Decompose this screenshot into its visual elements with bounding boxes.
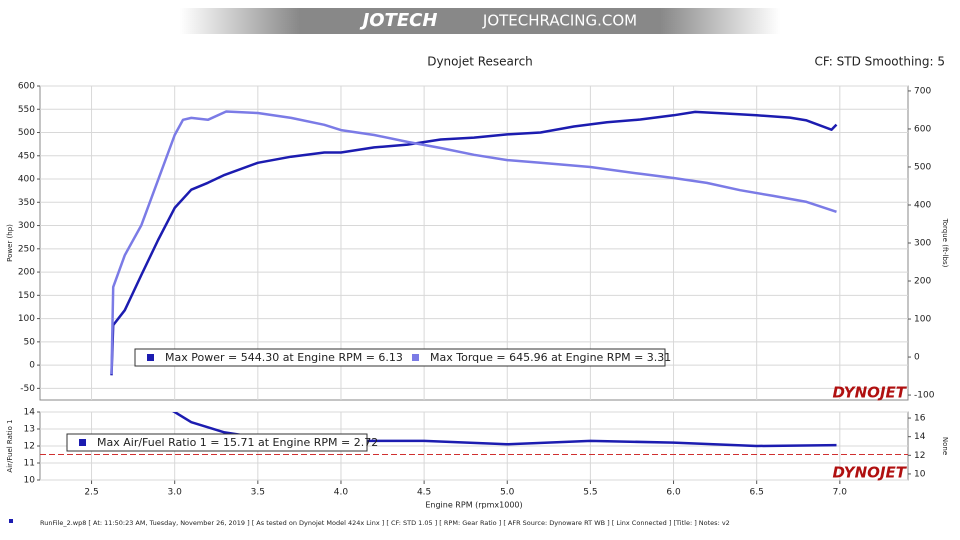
x-tick-label: 4.0	[334, 488, 349, 498]
report-title: Dynojet Research	[427, 55, 533, 69]
y-tick-label: 300	[18, 221, 35, 231]
legend-swatch	[147, 354, 154, 361]
y-tick-label: 11	[24, 459, 35, 469]
y-tick-label: 10	[24, 476, 36, 486]
y-tick-label: 350	[18, 198, 35, 208]
y2-axis-label: Torque (ft-lbs)	[941, 218, 949, 268]
y-tick-label: 150	[18, 291, 35, 301]
y-tick-label: 400	[18, 175, 35, 185]
settings: CF: STD Smoothing: 5	[814, 55, 945, 69]
x-tick-label: 3.5	[251, 488, 265, 498]
banner	[180, 8, 780, 34]
y2-tick-label: 12	[914, 451, 925, 461]
footer-marker	[9, 519, 13, 523]
y-tick-label: -50	[20, 384, 35, 394]
legend-box	[134, 348, 666, 367]
y-tick-label: 550	[18, 105, 35, 115]
x-tick-label: 2.5	[84, 488, 98, 498]
legend-swatch	[79, 439, 86, 446]
y-tick-label: 600	[18, 82, 35, 92]
plot-clip	[110, 110, 838, 376]
y-axis-label: Air/Fuel Ratio 1	[6, 419, 14, 472]
y2-tick-label: 600	[914, 124, 931, 134]
legend-box	[66, 433, 368, 452]
y-tick-label: 13	[24, 425, 35, 435]
brand-logo: JOTECH	[360, 10, 438, 31]
y2-tick-label: 100	[914, 315, 931, 325]
series-line	[110, 110, 837, 375]
x-tick-label: 7.0	[833, 488, 848, 498]
x-tick-label: 6.5	[750, 488, 764, 498]
y-tick-label: 250	[18, 244, 35, 254]
legend-label: Max Torque = 645.96 at Engine RPM = 3.31	[430, 351, 671, 364]
y2-axis-label: None	[941, 437, 949, 455]
y2-tick-label: -100	[914, 391, 935, 401]
y-tick-label: 500	[18, 128, 35, 138]
y2-tick-label: 300	[914, 239, 931, 249]
brand-site: JOTECHRACING.COM	[482, 12, 637, 30]
y2-tick-label: 10	[914, 469, 926, 479]
legend-label: Max Power = 544.30 at Engine RPM = 6.13	[165, 351, 403, 364]
x-tick-label: 3.0	[168, 488, 183, 498]
y2-tick-label: 400	[914, 200, 931, 210]
y2-tick-label: 200	[914, 277, 931, 287]
x-tick-label: 5.0	[500, 488, 515, 498]
y2-tick-label: 16	[914, 414, 926, 424]
legend-label: Max Air/Fuel Ratio 1 = 15.71 at Engine R…	[97, 436, 378, 449]
y-tick-label: 0	[29, 361, 35, 371]
x-tick-label: 4.5	[417, 488, 431, 498]
logo: DYNOJET	[832, 464, 907, 482]
x-tick-label: 6.0	[666, 488, 681, 498]
y2-tick-label: 0	[914, 353, 920, 363]
y-tick-label: 12	[24, 442, 35, 452]
y-axis-label: Power (hp)	[6, 224, 14, 262]
y-tick-label: 100	[18, 314, 35, 324]
y2-tick-label: 500	[914, 162, 931, 172]
logo: DYNOJET	[832, 384, 907, 402]
y-tick-label: 50	[24, 337, 36, 347]
y2-tick-label: 700	[914, 86, 931, 96]
y-tick-label: 14	[24, 408, 36, 418]
y-tick-label: 200	[18, 268, 35, 278]
x-axis-label: Engine RPM (rpmx1000)	[425, 501, 522, 510]
y-tick-label: 450	[18, 151, 35, 161]
footer-text: RunFile_2.wp8 [ At: 11:50:23 AM, Tuesday…	[40, 519, 730, 527]
series-line	[110, 110, 838, 376]
x-tick-label: 5.5	[583, 488, 597, 498]
legend-swatch	[412, 354, 419, 361]
y2-tick-label: 14	[914, 432, 926, 442]
